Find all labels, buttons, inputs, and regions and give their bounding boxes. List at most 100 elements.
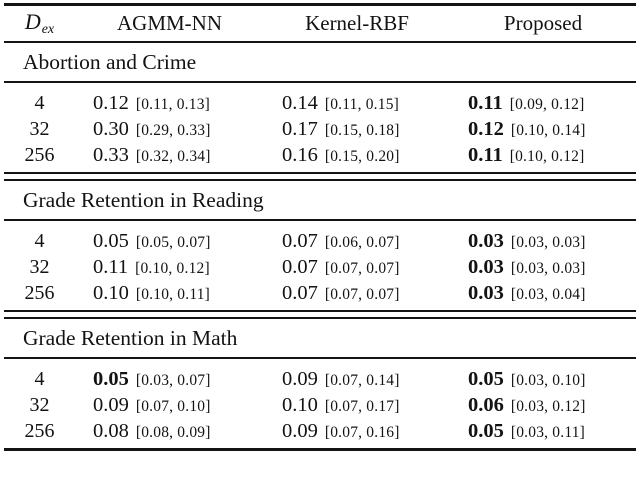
- table-body: Abortion and Crime 4 0.12 [0.11, 0.13] 0.14 […: [4, 43, 636, 448]
- confidence-interval: [0.06, 0.07]: [324, 233, 400, 251]
- confidence-interval: [0.03, 0.03]: [510, 259, 586, 277]
- confidence-interval: [0.15, 0.18]: [324, 121, 400, 139]
- metric-cell: 0.17 [0.15, 0.18]: [264, 118, 450, 141]
- confidence-interval: [0.05, 0.07]: [135, 233, 211, 251]
- value: 0.12: [93, 91, 129, 114]
- dex-cell: 4: [34, 91, 45, 114]
- value: 0.09: [282, 419, 318, 442]
- metric-cell: 0.05 [0.05, 0.07]: [75, 230, 264, 253]
- section-separator: [4, 172, 636, 181]
- value: 0.03: [468, 281, 504, 304]
- metric-cell: 0.03 [0.03, 0.04]: [450, 282, 636, 305]
- results-table: Dex AGMM-NN Kernel-RBF Proposed Abortion…: [4, 3, 636, 451]
- table-row: 4 0.05 [0.03, 0.07] 0.09 [0.07, 0.14] 0.05 [0.…: [4, 366, 636, 392]
- metric-cell: 0.33 [0.32, 0.34]: [75, 144, 264, 167]
- confidence-interval: [0.07, 0.07]: [324, 259, 400, 277]
- column-header-proposed: Proposed: [503, 11, 583, 35]
- table-row: 32 0.09 [0.07, 0.10] 0.10 [0.07, 0.17] 0.06 [0…: [4, 392, 636, 418]
- confidence-interval: [0.08, 0.09]: [135, 423, 211, 441]
- metric-cell: 0.06 [0.03, 0.12]: [450, 394, 636, 417]
- metric-cell: 0.16 [0.15, 0.20]: [264, 144, 450, 167]
- confidence-interval: [0.07, 0.07]: [324, 285, 400, 303]
- value: 0.05: [468, 419, 504, 442]
- metric-cell: 0.05 [0.03, 0.07]: [75, 368, 264, 391]
- mid-rule: [4, 81, 636, 83]
- confidence-interval: [0.03, 0.12]: [510, 397, 586, 415]
- value: 0.05: [93, 367, 129, 390]
- dex-cell: 256: [24, 281, 55, 304]
- section-separator: [4, 310, 636, 319]
- table-row: 32 0.30 [0.29, 0.33] 0.17 [0.15, 0.18] 0.12 [0…: [4, 116, 636, 142]
- value: 0.12: [468, 117, 504, 140]
- value: 0.03: [468, 255, 504, 278]
- confidence-interval: [0.03, 0.04]: [510, 285, 586, 303]
- metric-cell: 0.10 [0.07, 0.17]: [264, 394, 450, 417]
- confidence-interval: [0.11, 0.15]: [324, 95, 400, 113]
- value: 0.08: [93, 419, 129, 442]
- top-rule: [4, 3, 636, 6]
- value: 0.33: [93, 143, 129, 166]
- table-row: 4 0.05 [0.05, 0.07] 0.07 [0.06, 0.07] 0.03 [0.…: [4, 228, 636, 254]
- metric-cell: 0.05 [0.03, 0.11]: [450, 420, 636, 443]
- value: 0.10: [282, 393, 318, 416]
- bottom-rule: [4, 448, 636, 451]
- metric-cell: 0.11 [0.09, 0.12]: [450, 92, 636, 115]
- confidence-interval: [0.03, 0.07]: [135, 371, 211, 389]
- confidence-interval: [0.07, 0.16]: [324, 423, 400, 441]
- metric-cell: 0.03 [0.03, 0.03]: [450, 256, 636, 279]
- column-header-dex: Dex: [4, 9, 75, 38]
- confidence-interval: [0.10, 0.14]: [510, 121, 586, 139]
- mid-rule: [4, 317, 636, 319]
- value: 0.14: [282, 91, 318, 114]
- value: 0.16: [282, 143, 318, 166]
- dex-cell: 32: [29, 117, 50, 140]
- mid-rule: [4, 179, 636, 181]
- dex-symbol: D: [24, 9, 41, 34]
- metric-cell: 0.09 [0.07, 0.10]: [75, 394, 264, 417]
- table-row: 256 0.10 [0.10, 0.11] 0.07 [0.07, 0.07] 0.03 […: [4, 280, 636, 306]
- metric-cell: 0.11 [0.10, 0.12]: [450, 144, 636, 167]
- table-row: 256 0.08 [0.08, 0.09] 0.09 [0.07, 0.16] 0.05 […: [4, 418, 636, 444]
- value: 0.30: [93, 117, 129, 140]
- confidence-interval: [0.03, 0.11]: [510, 423, 586, 441]
- value: 0.11: [93, 255, 129, 278]
- value: 0.06: [468, 393, 504, 416]
- dex-cell: 32: [29, 255, 50, 278]
- value: 0.05: [93, 229, 129, 252]
- mid-rule: [4, 172, 636, 174]
- metric-cell: 0.08 [0.08, 0.09]: [75, 420, 264, 443]
- value: 0.10: [93, 281, 129, 304]
- confidence-interval: [0.29, 0.33]: [135, 121, 211, 139]
- metric-cell: 0.30 [0.29, 0.33]: [75, 118, 264, 141]
- confidence-interval: [0.10, 0.12]: [509, 147, 585, 165]
- mid-rule: [4, 357, 636, 359]
- header-rule: [4, 41, 636, 43]
- value: 0.07: [282, 229, 318, 252]
- table-header-row: Dex AGMM-NN Kernel-RBF Proposed: [4, 6, 636, 41]
- value: 0.11: [468, 143, 503, 166]
- table-row: 4 0.12 [0.11, 0.13] 0.14 [0.11, 0.15] 0.11 [0.…: [4, 90, 636, 116]
- dex-cell: 256: [24, 143, 55, 166]
- section-rows: 4 0.05 [0.05, 0.07] 0.07 [0.06, 0.07] 0.03 [0.…: [4, 221, 636, 310]
- column-header-kernel-rbf: Kernel-RBF: [305, 11, 409, 35]
- table-row: 256 0.33 [0.32, 0.34] 0.16 [0.15, 0.20] 0.11 […: [4, 142, 636, 168]
- dex-cell: 32: [29, 393, 50, 416]
- metric-cell: 0.10 [0.10, 0.11]: [75, 282, 264, 305]
- value: 0.17: [282, 117, 318, 140]
- mid-rule: [4, 219, 636, 221]
- confidence-interval: [0.10, 0.12]: [135, 259, 210, 277]
- metric-cell: 0.14 [0.11, 0.15]: [264, 92, 450, 115]
- value: 0.07: [282, 281, 318, 304]
- section-rows: 4 0.12 [0.11, 0.13] 0.14 [0.11, 0.15] 0.11 [0.…: [4, 83, 636, 172]
- metric-cell: 0.11 [0.10, 0.12]: [75, 256, 264, 279]
- value: 0.07: [282, 255, 318, 278]
- column-header-agmm-nn: AGMM-NN: [117, 11, 222, 35]
- section-title: Grade Retention in Reading: [23, 187, 264, 212]
- confidence-interval: [0.07, 0.10]: [135, 397, 211, 415]
- mid-rule: [4, 310, 636, 312]
- metric-cell: 0.03 [0.03, 0.03]: [450, 230, 636, 253]
- metric-cell: 0.07 [0.06, 0.07]: [264, 230, 450, 253]
- value: 0.09: [93, 393, 129, 416]
- confidence-interval: [0.07, 0.14]: [324, 371, 400, 389]
- confidence-interval: [0.03, 0.03]: [510, 233, 586, 251]
